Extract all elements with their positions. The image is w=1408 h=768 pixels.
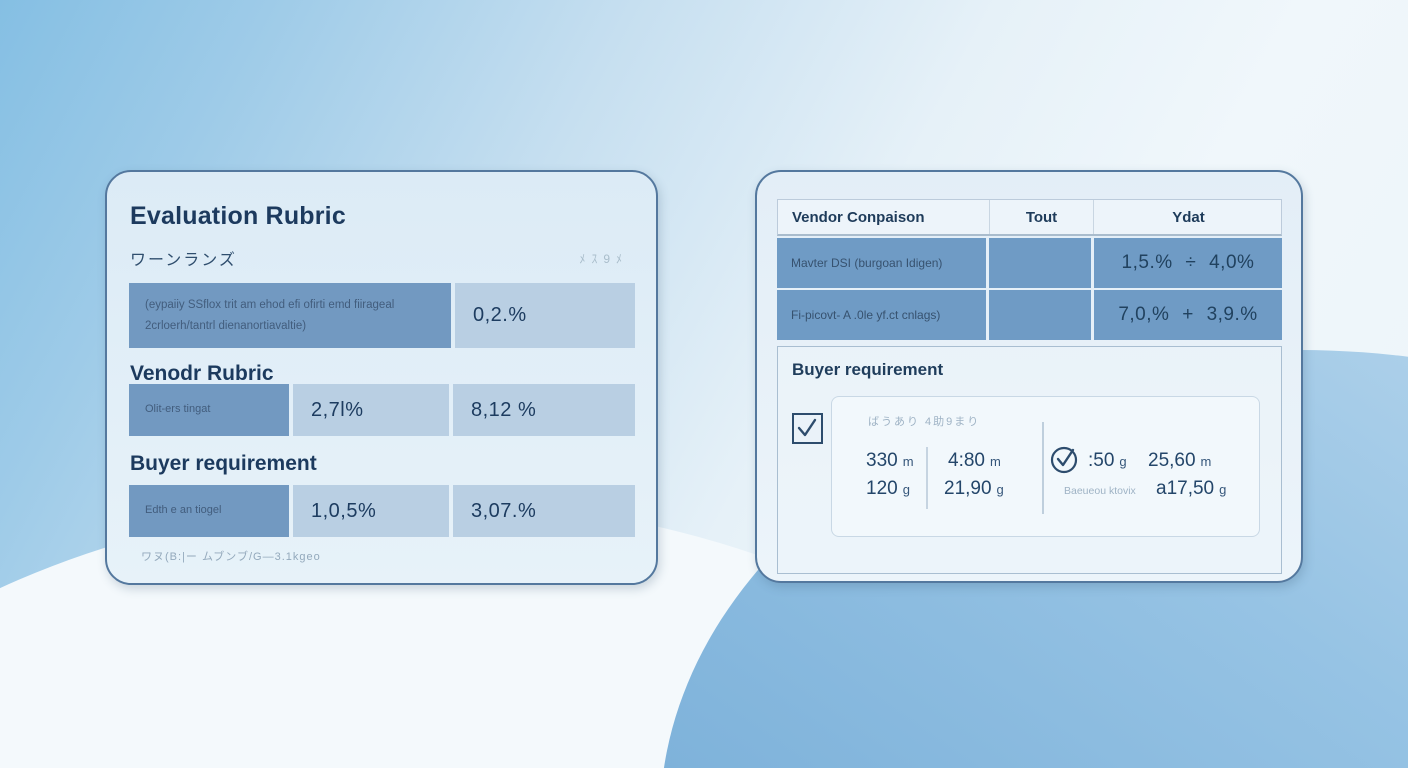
vendor-comparison-panel: Vendor Conpaison Tout Ydat Mavter DSI (b… xyxy=(755,170,1303,583)
requirement-checkbox[interactable] xyxy=(792,413,823,444)
metric-unit: g xyxy=(1119,454,1127,469)
buyer-row-value-1: 1,0,5% xyxy=(293,485,449,537)
panel-title: Evaluation Rubric xyxy=(130,202,346,230)
vendor-row-value-2: 8,12 % xyxy=(453,384,635,436)
metric-unit: g xyxy=(902,482,910,497)
buyer-requirement-section: Buyer requirement ばうあり 4助9まり 330 m 120 g 4… xyxy=(777,346,1282,574)
buyer-row-label: Edth e an tiogel xyxy=(129,485,289,537)
criteria-table: (eypaiiy SSflox trit am ehod efi ofirti … xyxy=(129,283,635,348)
metric-number: 25,60 xyxy=(1148,450,1196,471)
buyer-row-value-2: 3,07.% xyxy=(453,485,635,537)
criteria-label-line1: (eypaiiy SSflox trit am ehod efi ofirti … xyxy=(145,298,395,311)
metric-number: :50 xyxy=(1088,450,1115,471)
comparison-table-header-row: Vendor Conpaison Tout Ydat xyxy=(777,199,1282,236)
metric-number: 4:80 xyxy=(948,450,985,471)
metric-value: :50 g xyxy=(1088,450,1127,472)
header-ydat: Ydat xyxy=(1093,200,1283,234)
panel-footnote: ワヌ(B:|ー ムブンブ/G—3.1kgeo xyxy=(141,551,321,563)
buyer-requirement-heading: Buyer requirement xyxy=(792,360,944,379)
checkbox-check-icon xyxy=(797,418,817,437)
metric-divider xyxy=(926,447,928,509)
buyer-requirement-table: Edth e an tiogel 1,0,5% 3,07.% xyxy=(129,485,635,537)
panel-subtitle: ワーンランズ xyxy=(130,252,237,269)
metric-number: a17,50 xyxy=(1156,478,1215,499)
metric-unit: m xyxy=(989,454,1001,469)
row-ydat-cell: 7,0,% + 3,9.% xyxy=(1094,290,1282,340)
header-tout: Tout xyxy=(989,200,1093,234)
table-row: Mavter DSI (burgoan Idigen) 1,5.% ÷ 4,0% xyxy=(777,238,1282,288)
metric-value: 330 m xyxy=(866,450,914,472)
evaluation-rubric-panel: Evaluation Rubric ワーンランズ ﾒｽ9ﾒ (eypaiiy S… xyxy=(105,170,658,585)
metric-number: 330 xyxy=(866,450,898,471)
metric-value: 21,90 g xyxy=(944,478,1004,500)
vendor-rubric-heading: Venodr Rubric xyxy=(130,362,274,385)
vendor-row-value-1: 2,7l% xyxy=(293,384,449,436)
metric-number: 120 xyxy=(866,478,898,499)
metric-card-caption: ばうあり 4助9まり xyxy=(868,416,981,428)
requirement-metric-card: ばうあり 4助9まり 330 m 120 g 4:80 m 21,90 g xyxy=(831,396,1260,537)
metric-value: a17,50 g xyxy=(1156,478,1226,500)
vendor-comparison-table: Vendor Conpaison Tout Ydat Mavter DSI (b… xyxy=(777,199,1282,340)
metric-unit: m xyxy=(902,454,914,469)
metric-unit: g xyxy=(1219,482,1227,497)
row-tout-cell xyxy=(989,290,1091,340)
circle-check-icon xyxy=(1050,446,1078,474)
criteria-label-line2: 2crloerh/tantrl dienanortiavaltie) xyxy=(145,319,307,332)
metric-value: 25,60 m xyxy=(1148,450,1211,472)
metric-value: 4:80 m xyxy=(948,450,1001,472)
vendor-rubric-table: Olit-ers tingat 2,7l% 8,12 % xyxy=(129,384,635,436)
row-ydat-cell: 1,5.% ÷ 4,0% xyxy=(1094,238,1282,288)
criteria-label-cell: (eypaiiy SSflox trit am ehod efi ofirti … xyxy=(129,283,451,348)
metric-number: 21,90 xyxy=(944,478,992,499)
panel-corner-glyphs: ﾒｽ9ﾒ xyxy=(579,252,628,266)
row-label: Mavter DSI (burgoan Idigen) xyxy=(777,238,986,288)
table-row: Fi-picovt- A .0le yf.ct cnlags) 7,0,% + … xyxy=(777,290,1282,340)
buyer-requirement-heading: Buyer requirement xyxy=(130,452,317,475)
row-label: Fi-picovt- A .0le yf.ct cnlags) xyxy=(777,290,986,340)
criteria-value-cell: 0,2.% xyxy=(455,283,635,348)
header-vendor-comparison: Vendor Conpaison xyxy=(792,208,925,226)
metric-unit: m xyxy=(1200,454,1212,469)
metric-divider xyxy=(1042,422,1044,514)
metric-unit: g xyxy=(996,482,1004,497)
vendor-row-label: Olit-ers tingat xyxy=(129,384,289,436)
metric-value: 120 g xyxy=(866,478,910,500)
metric-sub-caption: Baeueou ktovix xyxy=(1064,485,1136,497)
row-tout-cell xyxy=(989,238,1091,288)
